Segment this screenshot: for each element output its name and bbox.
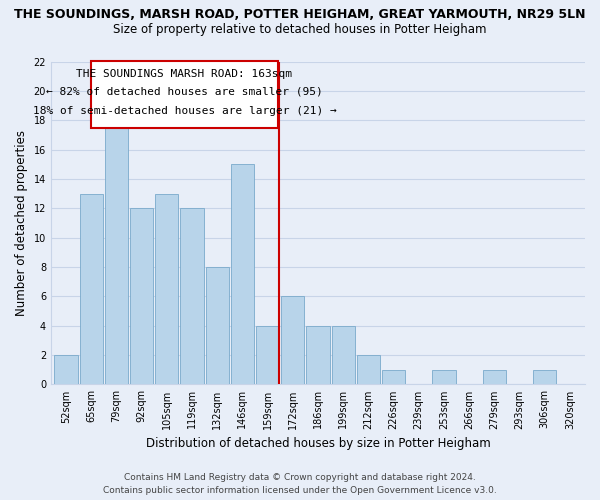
Bar (155, 194, 178, 384)
Text: Contains HM Land Registry data © Crown copyright and database right 2024.
Contai: Contains HM Land Registry data © Crown c… (103, 474, 497, 495)
Bar (91, 62, 278, 128)
Bar (281, 296, 304, 384)
Text: THE SOUNDINGS, MARSH ROAD, POTTER HEIGHAM, GREAT YARMOUTH, NR29 5LN: THE SOUNDINGS, MARSH ROAD, POTTER HEIGHA… (14, 8, 586, 20)
Bar (307, 326, 329, 384)
Bar (181, 208, 203, 384)
Bar (105, 120, 128, 384)
Bar (231, 164, 254, 384)
Bar (206, 267, 229, 384)
Bar (80, 194, 103, 384)
Bar (256, 326, 279, 384)
Text: THE SOUNDINGS MARSH ROAD: 163sqm: THE SOUNDINGS MARSH ROAD: 163sqm (76, 69, 292, 79)
Bar (357, 355, 380, 384)
Bar (332, 326, 355, 384)
Text: Size of property relative to detached houses in Potter Heigham: Size of property relative to detached ho… (113, 22, 487, 36)
Y-axis label: Number of detached properties: Number of detached properties (15, 130, 28, 316)
Bar (433, 370, 455, 384)
Bar (382, 370, 405, 384)
Text: 18% of semi-detached houses are larger (21) →: 18% of semi-detached houses are larger (… (32, 106, 337, 116)
Bar (130, 208, 153, 384)
X-axis label: Distribution of detached houses by size in Potter Heigham: Distribution of detached houses by size … (146, 437, 490, 450)
Text: ← 82% of detached houses are smaller (95): ← 82% of detached houses are smaller (95… (46, 86, 323, 97)
Bar (483, 370, 506, 384)
Bar (55, 355, 77, 384)
Bar (533, 370, 556, 384)
